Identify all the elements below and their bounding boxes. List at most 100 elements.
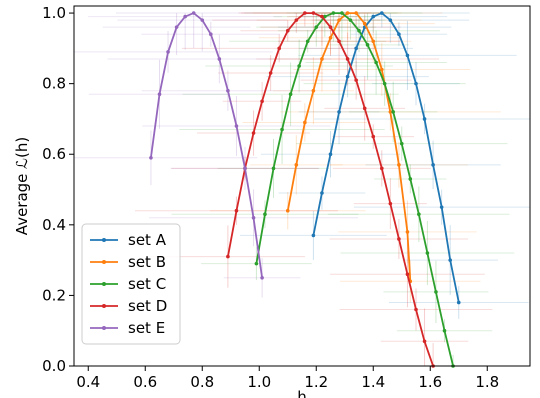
data-point (391, 110, 396, 114)
data-point (414, 307, 418, 312)
data-point (431, 163, 435, 167)
data-point (260, 275, 264, 280)
data-point (405, 53, 410, 58)
data-point (234, 124, 239, 128)
y-tick-label: 0.0 (42, 357, 66, 375)
data-point (382, 81, 387, 86)
x-tick-label: 1.4 (361, 373, 385, 391)
data-point (226, 88, 230, 93)
data-point (399, 141, 404, 146)
data-point (405, 272, 410, 277)
data-point (345, 11, 350, 15)
y-tick-label: 0.4 (42, 216, 66, 234)
data-point (271, 166, 276, 171)
data-point (263, 212, 267, 217)
data-point (345, 74, 350, 79)
data-point (328, 25, 333, 29)
legend: set A set B set C set D set E (81, 223, 181, 345)
x-tick-label: 1.2 (304, 373, 328, 391)
data-point (422, 339, 427, 344)
data-point (340, 11, 344, 15)
data-point (157, 92, 162, 97)
data-point (388, 18, 393, 22)
y-tick-label: 0.8 (42, 75, 66, 93)
plot-frame (73, 5, 531, 367)
data-point (191, 11, 196, 15)
data-point (149, 155, 153, 160)
data-point (380, 166, 384, 171)
data-point (388, 110, 393, 114)
data-point (305, 39, 310, 44)
x-tick-label: 1.8 (475, 373, 499, 391)
data-point (397, 163, 401, 167)
data-point (277, 46, 282, 51)
x-tick-label: 0.8 (190, 373, 214, 391)
y-tick-label: 1.0 (42, 4, 66, 22)
legend-label: set A (128, 231, 167, 249)
series-line (286, 12, 412, 282)
data-point (331, 11, 336, 15)
legend-marker (102, 304, 106, 308)
data-point (285, 208, 290, 213)
y-axis: 0.0 0.2 0.4 0.6 0.8 1.0 (42, 4, 74, 375)
data-point (371, 134, 376, 139)
data-point (337, 39, 341, 44)
legend-label: set C (128, 275, 166, 293)
x-tick-label: 1.6 (418, 373, 442, 391)
data-point (337, 110, 341, 114)
data-point (314, 25, 319, 29)
data-point (374, 60, 378, 65)
data-point (294, 18, 299, 22)
x-tick-label: 0.4 (76, 373, 100, 391)
legend-label: set E (128, 319, 165, 337)
data-point (371, 14, 376, 19)
data-point (200, 18, 205, 22)
legend-box (81, 223, 181, 345)
data-point (397, 237, 401, 241)
data-point (354, 78, 358, 82)
series-line (312, 12, 460, 303)
data-point (251, 215, 256, 220)
data-point (254, 261, 259, 266)
data-point (234, 208, 239, 213)
data-point (408, 177, 413, 181)
data-point (425, 251, 430, 255)
legend-label: set D (128, 297, 167, 315)
data-point (209, 32, 213, 37)
series-line (255, 12, 454, 367)
data-point (166, 50, 170, 54)
data-point (362, 21, 367, 26)
x-tick-label: 1.0 (247, 373, 271, 391)
data-point (311, 11, 316, 15)
data-point (357, 28, 361, 33)
legend-label: set B (128, 253, 166, 271)
data-point (337, 18, 341, 22)
data-point (303, 11, 307, 15)
data-point (362, 106, 367, 111)
data-point (448, 258, 453, 262)
data-point (345, 57, 350, 61)
data-point (311, 233, 316, 238)
legend-marker (102, 260, 106, 264)
data-point (397, 32, 401, 37)
legend-marker (102, 282, 106, 286)
data-point (251, 131, 256, 135)
data-point (371, 39, 376, 44)
data-point (217, 57, 222, 61)
data-point (268, 71, 273, 75)
x-axis-label: h (297, 388, 307, 398)
data-point (328, 152, 333, 157)
data-point (328, 35, 333, 40)
data-point (434, 290, 438, 294)
data-point (294, 163, 299, 167)
data-point (405, 230, 410, 234)
x-axis: 0.4 0.6 0.8 1.0 1.2 1.4 1.6 1.8 (76, 366, 499, 391)
y-tick-label: 0.6 (42, 145, 66, 163)
y-axis-label: Average ℒ(h) (13, 137, 31, 235)
data-point (414, 81, 418, 86)
y-tick-label: 0.2 (42, 286, 66, 304)
data-point (297, 64, 301, 68)
data-point (442, 328, 447, 333)
legend-marker (102, 238, 106, 242)
